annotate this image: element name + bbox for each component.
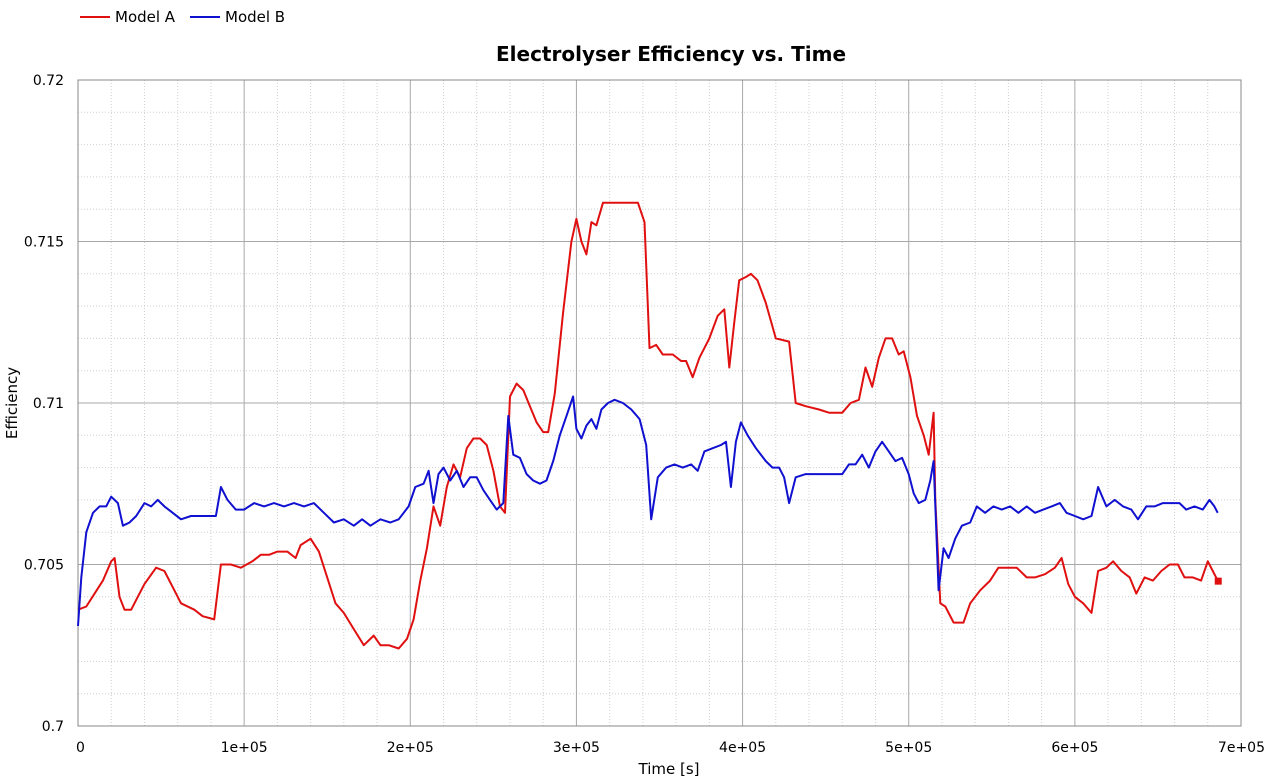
legend-label-model-a: Model A xyxy=(115,8,176,26)
y-tick-label: 0.7 xyxy=(42,719,64,735)
y-axis-label: Efficiency xyxy=(3,367,21,439)
series-layer xyxy=(77,201,1222,650)
y-tick-label: 0.71 xyxy=(33,396,64,412)
y-tick-label: 0.72 xyxy=(33,73,64,89)
series-line-model-a xyxy=(77,201,1219,650)
x-tick-label: 2e+05 xyxy=(387,740,434,756)
x-axis-label: Time [s] xyxy=(638,760,700,778)
grid xyxy=(78,80,1241,726)
chart-title: Electrolyser Efficiency vs. Time xyxy=(496,42,846,66)
x-tick-label: 0 xyxy=(76,740,85,756)
y-axis: 0.7 0.705 0.71 0.715 0.72 xyxy=(24,73,64,735)
x-tick-label: 4e+05 xyxy=(719,740,766,756)
legend-label-model-b: Model B xyxy=(225,8,285,26)
x-axis: 0 1e+05 2e+05 3e+05 4e+05 5e+05 6e+05 7e+05 xyxy=(76,740,1265,756)
x-tick-label: 1e+05 xyxy=(221,740,268,756)
y-tick-label: 0.705 xyxy=(24,558,64,574)
y-tick-label: 0.715 xyxy=(24,235,64,251)
x-tick-label: 6e+05 xyxy=(1051,740,1098,756)
series-end-marker xyxy=(1214,577,1222,585)
x-tick-label: 5e+05 xyxy=(885,740,932,756)
legend: Model A Model B xyxy=(80,8,285,26)
plot-frame xyxy=(77,79,1242,727)
x-tick-label: 3e+05 xyxy=(553,740,600,756)
x-tick-label: 7e+05 xyxy=(1218,740,1265,756)
series-line-model-b xyxy=(77,395,1219,626)
